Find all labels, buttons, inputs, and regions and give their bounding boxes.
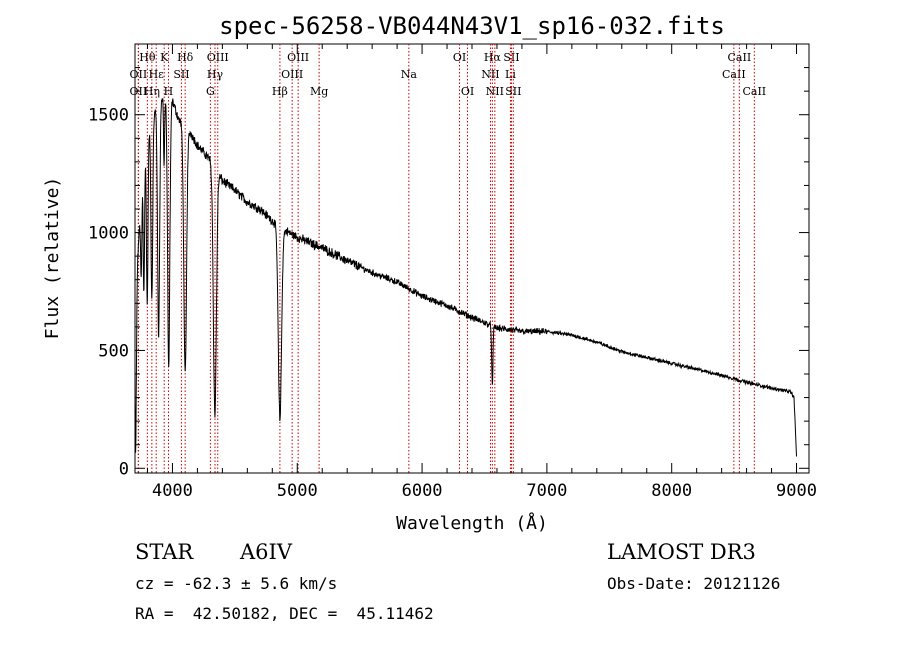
marker-label: NII <box>481 68 499 81</box>
marker-label: OIII <box>207 51 229 64</box>
marker-label: Hθ <box>139 51 156 64</box>
observation-date: Obs-Date: 20121126 <box>607 574 781 593</box>
marker-label: CaII <box>722 68 746 81</box>
object-subclass: A6IV <box>240 540 292 564</box>
redshift-velocity: cz = -62.3 ± 5.6 km/s <box>135 574 338 593</box>
chart-title: spec-56258-VB044N43V1_sp16-032.fits <box>219 12 725 40</box>
marker-label: H <box>164 85 174 98</box>
marker-label: Hε <box>149 68 165 81</box>
y-tick-label: 1500 <box>88 106 129 126</box>
x-tick-label: 7000 <box>526 481 567 501</box>
marker-label: OII <box>130 68 148 81</box>
marker-label: OIII <box>281 68 303 81</box>
object-class: STAR <box>135 540 194 564</box>
marker-label: SII <box>505 85 521 98</box>
marker-label: Hα <box>484 51 502 64</box>
marker-label: Hδ <box>177 51 194 64</box>
y-tick-label: 0 <box>119 459 129 479</box>
x-tick-label: 9000 <box>776 481 817 501</box>
line-markers: OIIOIIHθHηHεKHSIIHδGHγOIIIHβOIIIOIIIMgNa… <box>130 44 766 473</box>
y-tick-label: 500 <box>98 341 129 361</box>
marker-label: Mg <box>310 85 328 98</box>
marker-label: NII <box>486 85 504 98</box>
y-tick-label: 1000 <box>88 224 129 244</box>
marker-label: OI <box>461 85 474 98</box>
marker-label: CaII <box>728 51 752 64</box>
marker-label: SII <box>173 68 189 81</box>
x-tick-label: 4000 <box>152 481 193 501</box>
x-axis-label: Wavelength (Å) <box>396 512 548 534</box>
marker-label: CaII <box>742 85 766 98</box>
marker-label: SII <box>503 51 519 64</box>
marker-label: G <box>206 85 215 98</box>
marker-label: Hγ <box>207 68 224 81</box>
y-axis: 0 500 1000 1500 <box>88 67 809 479</box>
y-axis-label: Flux (relative) <box>42 177 63 340</box>
spectrum-line <box>134 98 797 457</box>
x-axis: 4000 5000 6000 7000 8000 9000 <box>146 44 817 501</box>
survey-name: LAMOST DR3 <box>607 540 756 564</box>
marker-label: Na <box>401 68 418 81</box>
x-tick-label: 8000 <box>651 481 692 501</box>
marker-label: K <box>160 51 169 64</box>
marker-label: Li <box>505 68 516 81</box>
marker-label: OIII <box>287 51 309 64</box>
x-tick-label: 5000 <box>277 481 318 501</box>
x-tick-label: 6000 <box>402 481 443 501</box>
plot-frame <box>134 43 810 474</box>
marker-label: OI <box>453 51 466 64</box>
coordinates: RA = 42.50182, DEC = 45.11462 <box>135 604 434 623</box>
marker-label: Hη <box>144 85 160 98</box>
marker-label: Hβ <box>272 85 288 98</box>
